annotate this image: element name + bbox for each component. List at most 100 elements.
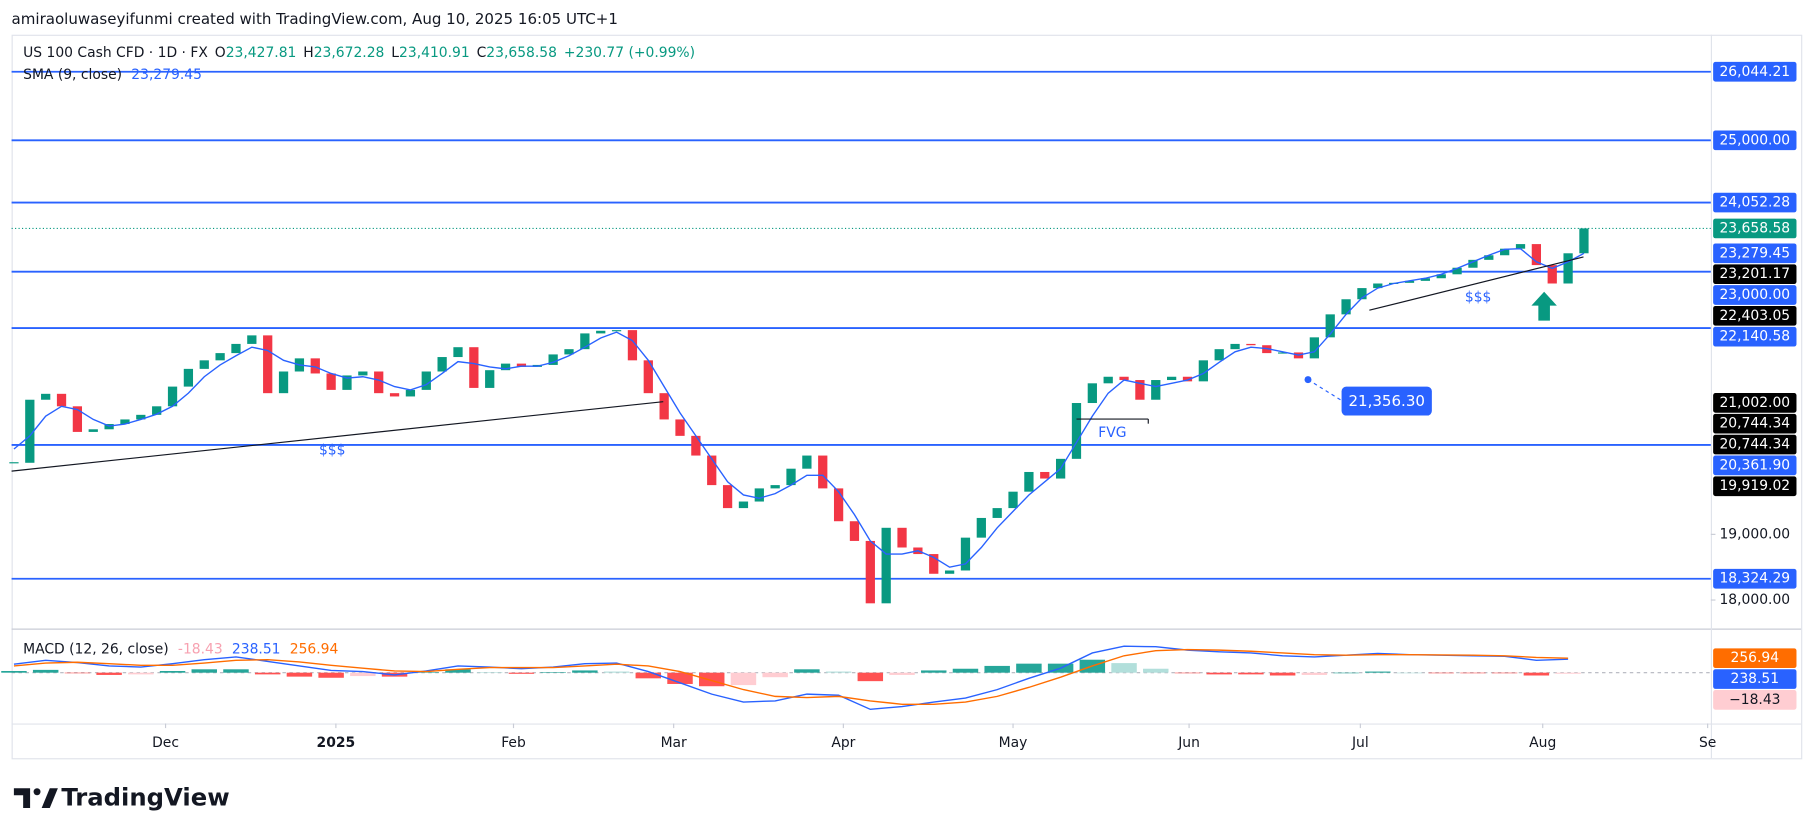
histogram-bar xyxy=(1523,672,1550,676)
candle xyxy=(453,347,463,358)
price-label-text: 19,919.02 xyxy=(1719,478,1790,494)
candle xyxy=(1071,403,1082,459)
price-label-text: 256.94 xyxy=(1731,650,1780,666)
price-label: 23,000.00 xyxy=(1713,285,1797,305)
candle xyxy=(770,485,780,489)
candle xyxy=(1087,383,1097,404)
histogram-bar xyxy=(413,672,440,673)
symbol: US 100 Cash CFD · 1D · FX xyxy=(23,45,208,61)
candle xyxy=(580,333,590,350)
candle xyxy=(944,570,955,574)
histogram-bar xyxy=(603,671,630,673)
candle xyxy=(1500,248,1510,256)
candle xyxy=(421,371,431,390)
price-label-text: 18,324.29 xyxy=(1719,571,1790,587)
price-label: 23,201.17 xyxy=(1713,264,1797,284)
candle xyxy=(1515,244,1526,249)
attribution: amiraoluwaseyifunmi created with Trading… xyxy=(12,10,618,28)
candle xyxy=(1278,352,1288,354)
histogram-bar xyxy=(1333,672,1359,674)
price-label: 20,744.34 xyxy=(1713,434,1797,455)
candle xyxy=(865,540,875,604)
ohlc-value: 23,672.28 xyxy=(314,45,385,61)
price-label-bg xyxy=(1713,305,1797,326)
candle xyxy=(643,360,653,394)
histogram-bar xyxy=(1365,671,1391,673)
candle xyxy=(1404,280,1415,283)
candle xyxy=(215,353,225,361)
candle xyxy=(1167,376,1177,381)
price-label-bg xyxy=(1713,285,1797,305)
candle xyxy=(627,330,638,361)
price-label: −18.43 xyxy=(1713,690,1797,710)
candle xyxy=(1484,255,1494,260)
candle xyxy=(389,393,400,397)
price-label-text: 19,000.00 xyxy=(1719,526,1790,542)
price-label-text: −18.43 xyxy=(1729,692,1780,708)
price-label-text: 22,140.58 xyxy=(1719,329,1790,345)
sma-value: 23,279.45 xyxy=(131,67,202,83)
candle xyxy=(659,393,669,420)
candle xyxy=(342,375,352,390)
histogram-bar xyxy=(1269,672,1296,676)
hist-value: -18.43 xyxy=(178,641,223,657)
price-label-text: 23,000.00 xyxy=(1719,287,1790,303)
sma-legend: SMA (9, close) 23,279.45 xyxy=(23,67,202,83)
histogram-bar xyxy=(128,672,154,675)
price-label-text: 25,000.00 xyxy=(1719,132,1790,148)
candle xyxy=(707,455,717,486)
annotation-box xyxy=(1341,386,1432,416)
candle xyxy=(1198,360,1208,382)
candle xyxy=(1341,299,1351,315)
candle xyxy=(516,363,527,367)
price-label-bg xyxy=(1713,648,1797,669)
histogram-bar xyxy=(1428,672,1454,674)
histogram-bar xyxy=(698,672,725,687)
price-label-text: 22,403.05 xyxy=(1719,308,1790,324)
candle xyxy=(56,393,67,407)
histogram-bar xyxy=(1555,672,1581,674)
candle xyxy=(1420,278,1430,281)
x-tick-label: Apr xyxy=(831,735,855,751)
candle xyxy=(1436,274,1446,279)
logo-icon xyxy=(13,788,31,808)
candle xyxy=(9,462,19,464)
candle xyxy=(1230,343,1240,350)
ohlc-key: C xyxy=(477,45,487,61)
candle xyxy=(548,354,558,365)
main-legend: US 100 Cash CFD · 1D · FX O23,427.81 H23,6… xyxy=(23,45,695,61)
price-label: 18,324.29 xyxy=(1713,568,1797,589)
histogram-bar xyxy=(445,669,471,673)
price-label: 18,000.00 xyxy=(1719,592,1790,608)
price-label-text: 238.51 xyxy=(1731,671,1780,687)
price-label-text: 20,361.90 xyxy=(1719,457,1790,473)
candle xyxy=(485,370,495,388)
candle xyxy=(960,537,971,571)
candle xyxy=(72,406,83,432)
candle xyxy=(247,335,257,344)
candle xyxy=(754,488,764,502)
x-tick-label: May xyxy=(999,735,1028,751)
sma-name: SMA (9, close) xyxy=(23,67,122,83)
candle xyxy=(88,429,98,432)
price-label-bg xyxy=(1713,476,1797,497)
price-label-bg xyxy=(1713,690,1797,710)
candle xyxy=(849,521,860,541)
candle xyxy=(1325,314,1335,338)
price-label-text: 18,000.00 xyxy=(1719,592,1790,608)
price-label-bg xyxy=(1713,455,1797,476)
histogram-bar xyxy=(984,665,1010,673)
candle xyxy=(1531,244,1542,266)
x-tick-label: Dec xyxy=(152,735,179,751)
candle xyxy=(802,455,812,469)
ohlc-value: 23,410.91 xyxy=(399,45,470,61)
candle xyxy=(833,488,844,522)
histogram-bar xyxy=(96,672,122,675)
histogram-bar xyxy=(254,672,281,675)
candle xyxy=(199,360,209,369)
candle xyxy=(881,527,891,604)
candle xyxy=(1357,288,1367,300)
histogram-bar xyxy=(540,672,566,673)
price-label: 19,919.02 xyxy=(1713,476,1797,497)
